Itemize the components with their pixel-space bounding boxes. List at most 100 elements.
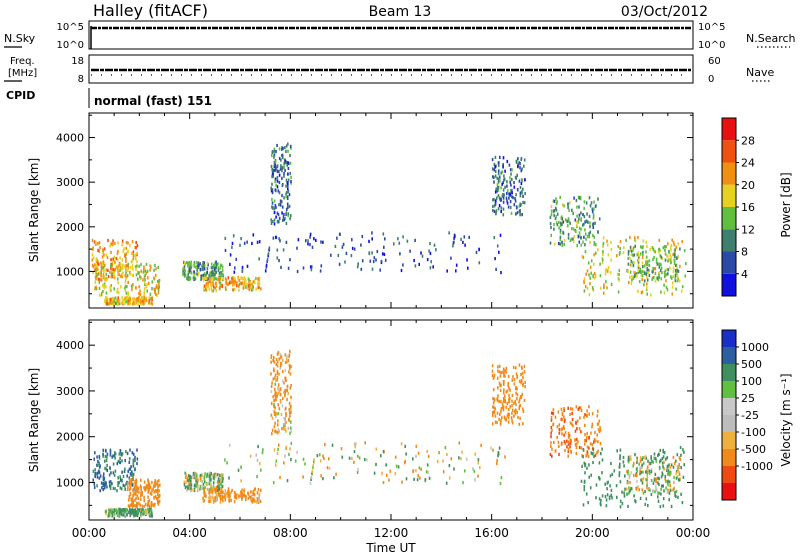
echo-cell <box>125 300 128 304</box>
echo-cell <box>641 457 643 461</box>
echo-cell <box>117 299 119 303</box>
echo-cell <box>442 470 445 474</box>
echo-cell <box>145 299 148 303</box>
colorbar-tick-label: 20 <box>741 179 755 192</box>
echo-cell <box>578 231 581 235</box>
echo-cell <box>126 512 128 516</box>
echo-cell <box>420 467 422 471</box>
echo-cell <box>124 252 126 256</box>
echo-cell <box>639 472 641 476</box>
echo-cell <box>619 240 622 244</box>
echo-cell <box>610 488 613 492</box>
echo-cell <box>240 479 242 483</box>
echo-cell <box>127 280 129 284</box>
echo-cell <box>194 272 196 276</box>
echo-cell <box>593 200 595 204</box>
echo-cell <box>504 455 506 459</box>
echo-cell <box>100 264 103 269</box>
echo-cell <box>663 451 666 455</box>
echo-cell <box>610 461 612 466</box>
echo-cell <box>132 267 134 271</box>
echo-cell <box>636 469 638 473</box>
echo-cell <box>286 479 289 483</box>
echo-cell <box>101 262 104 266</box>
echo-cell <box>239 281 242 285</box>
echo-cell <box>601 494 604 498</box>
colorbar-tick-label: 100 <box>741 375 762 388</box>
echo-cell <box>511 393 514 397</box>
echo-cell <box>121 478 123 482</box>
echo-cell <box>117 296 119 300</box>
echo-cell <box>138 291 140 296</box>
echo-cell <box>664 252 667 256</box>
echo-cell <box>492 204 494 209</box>
echo-cell <box>251 282 253 287</box>
colorbar-segment <box>722 466 736 483</box>
echo-cell <box>102 260 105 264</box>
echo-cell <box>141 504 144 508</box>
echo-cell <box>152 484 155 488</box>
echo-cell <box>502 408 505 412</box>
nave-tick-bottom: 0 <box>708 74 714 85</box>
nave-label: Nave <box>746 66 774 79</box>
echo-cell <box>663 489 665 493</box>
echo-cell <box>283 212 285 217</box>
echo-cell <box>606 239 608 243</box>
echo-cell <box>491 422 494 426</box>
echo-cell <box>557 410 560 414</box>
echo-cell <box>564 448 566 453</box>
echo-cell <box>503 382 505 386</box>
colorbar-tick-label: -500 <box>741 443 766 456</box>
echo-cell <box>257 444 259 449</box>
echo-cell <box>243 283 246 287</box>
echo-cell <box>676 271 678 275</box>
echo-cell <box>654 472 657 476</box>
echo-cell <box>124 296 126 300</box>
echo-cell <box>117 269 119 273</box>
echo-cell <box>550 213 553 217</box>
echo-cell <box>208 471 211 475</box>
echo-cell <box>122 298 125 302</box>
echo-cell <box>502 165 504 169</box>
echo-cell <box>635 487 638 491</box>
echo-cell <box>593 241 596 245</box>
echo-cell <box>628 481 630 485</box>
echo-cell <box>586 445 589 449</box>
echo-cell <box>103 284 105 288</box>
colorbar-tick-label: 12 <box>741 223 755 236</box>
echo-cell <box>564 218 567 222</box>
echo-cell <box>126 474 128 478</box>
echo-cell <box>271 381 273 385</box>
echo-cell <box>286 384 289 389</box>
echo-cell <box>593 235 596 239</box>
echo-cell <box>234 280 237 284</box>
echo-cell <box>143 499 146 503</box>
echo-cell <box>592 288 595 292</box>
echo-cell <box>609 474 612 478</box>
echo-cell <box>497 207 500 211</box>
echo-cell <box>278 357 280 361</box>
echo-cell <box>154 273 157 277</box>
echo-cell <box>202 482 205 486</box>
echo-cell <box>637 263 640 267</box>
echo-cell <box>218 483 221 487</box>
echo-cell <box>158 282 160 286</box>
echo-cell <box>640 470 643 474</box>
echo-cell <box>105 449 107 453</box>
echo-cell <box>571 411 573 415</box>
echo-cell <box>134 479 136 483</box>
echo-cell <box>354 445 356 449</box>
echo-cell <box>506 401 509 405</box>
echo-cell <box>276 370 279 374</box>
echo-cell <box>640 291 643 295</box>
echo-cell <box>659 448 662 453</box>
echo-cell <box>208 278 211 282</box>
echo-cell <box>429 266 432 270</box>
echo-cell <box>283 196 285 200</box>
echo-cell <box>675 471 678 475</box>
echo-cell <box>208 287 211 291</box>
echo-cell <box>132 474 134 479</box>
echo-cell <box>642 491 645 495</box>
echo-cell <box>275 430 277 434</box>
echo-cell <box>652 489 655 493</box>
